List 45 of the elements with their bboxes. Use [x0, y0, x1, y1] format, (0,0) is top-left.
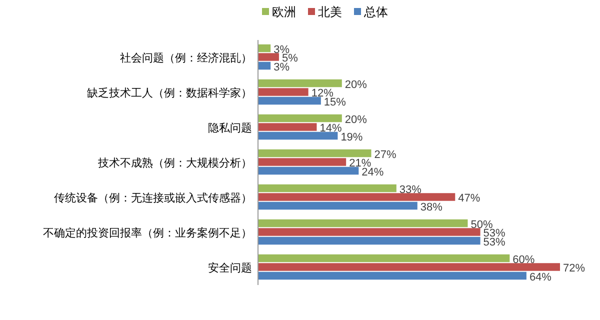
y-tick-label: 技术不成熟（例：大规模分析）: [97, 156, 252, 170]
data-label: 64%: [529, 271, 552, 284]
bar: [258, 184, 396, 192]
y-tick-label: 隐私问题: [208, 122, 252, 134]
bar: [258, 158, 346, 166]
bar: [258, 166, 359, 175]
bar: [258, 219, 468, 228]
y-tick-label: 传统设备（例：无连接或嵌入式传感器）: [54, 192, 252, 204]
data-label: 33%: [399, 184, 422, 196]
bar: [258, 132, 338, 140]
bar: [258, 44, 271, 52]
data-label: 38%: [420, 201, 443, 214]
bar: [258, 53, 279, 61]
data-label: 20%: [344, 78, 368, 91]
data-label: 47%: [458, 192, 480, 204]
data-label: 3%: [274, 61, 290, 74]
data-label: 72%: [563, 262, 586, 274]
data-label: 20%: [344, 114, 368, 126]
data-label: 53%: [483, 236, 506, 248]
bar: [258, 149, 372, 158]
bar: [258, 202, 418, 210]
bar: [258, 236, 480, 245]
bar: [258, 193, 456, 201]
y-tick-label: 安全问题: [208, 262, 252, 274]
y-tick-label: 不确定的投资回报率（例：业务案例不足）: [43, 226, 252, 240]
bar: [258, 254, 510, 262]
bar: [258, 123, 317, 131]
bar: [258, 62, 271, 70]
y-tick-label: 缺乏技术工人（例：数据科学家）: [87, 86, 252, 100]
bar: [258, 79, 342, 88]
bar: [258, 272, 526, 280]
data-label: 19%: [340, 131, 363, 144]
bar: [258, 263, 560, 271]
y-tick-label: 社会问题（例：经济混乱）: [120, 52, 252, 64]
legend-label: 欧洲: [272, 5, 296, 19]
data-label: 27%: [374, 148, 396, 161]
bar: [258, 114, 342, 122]
bar: [258, 96, 321, 105]
data-label: 15%: [324, 96, 346, 108]
bar: [258, 88, 308, 96]
data-label: 14%: [320, 122, 342, 134]
legend-label: 总体: [363, 5, 388, 19]
data-label: 60%: [512, 254, 535, 266]
legend-label: 北美: [318, 5, 342, 19]
bar: [258, 228, 480, 236]
